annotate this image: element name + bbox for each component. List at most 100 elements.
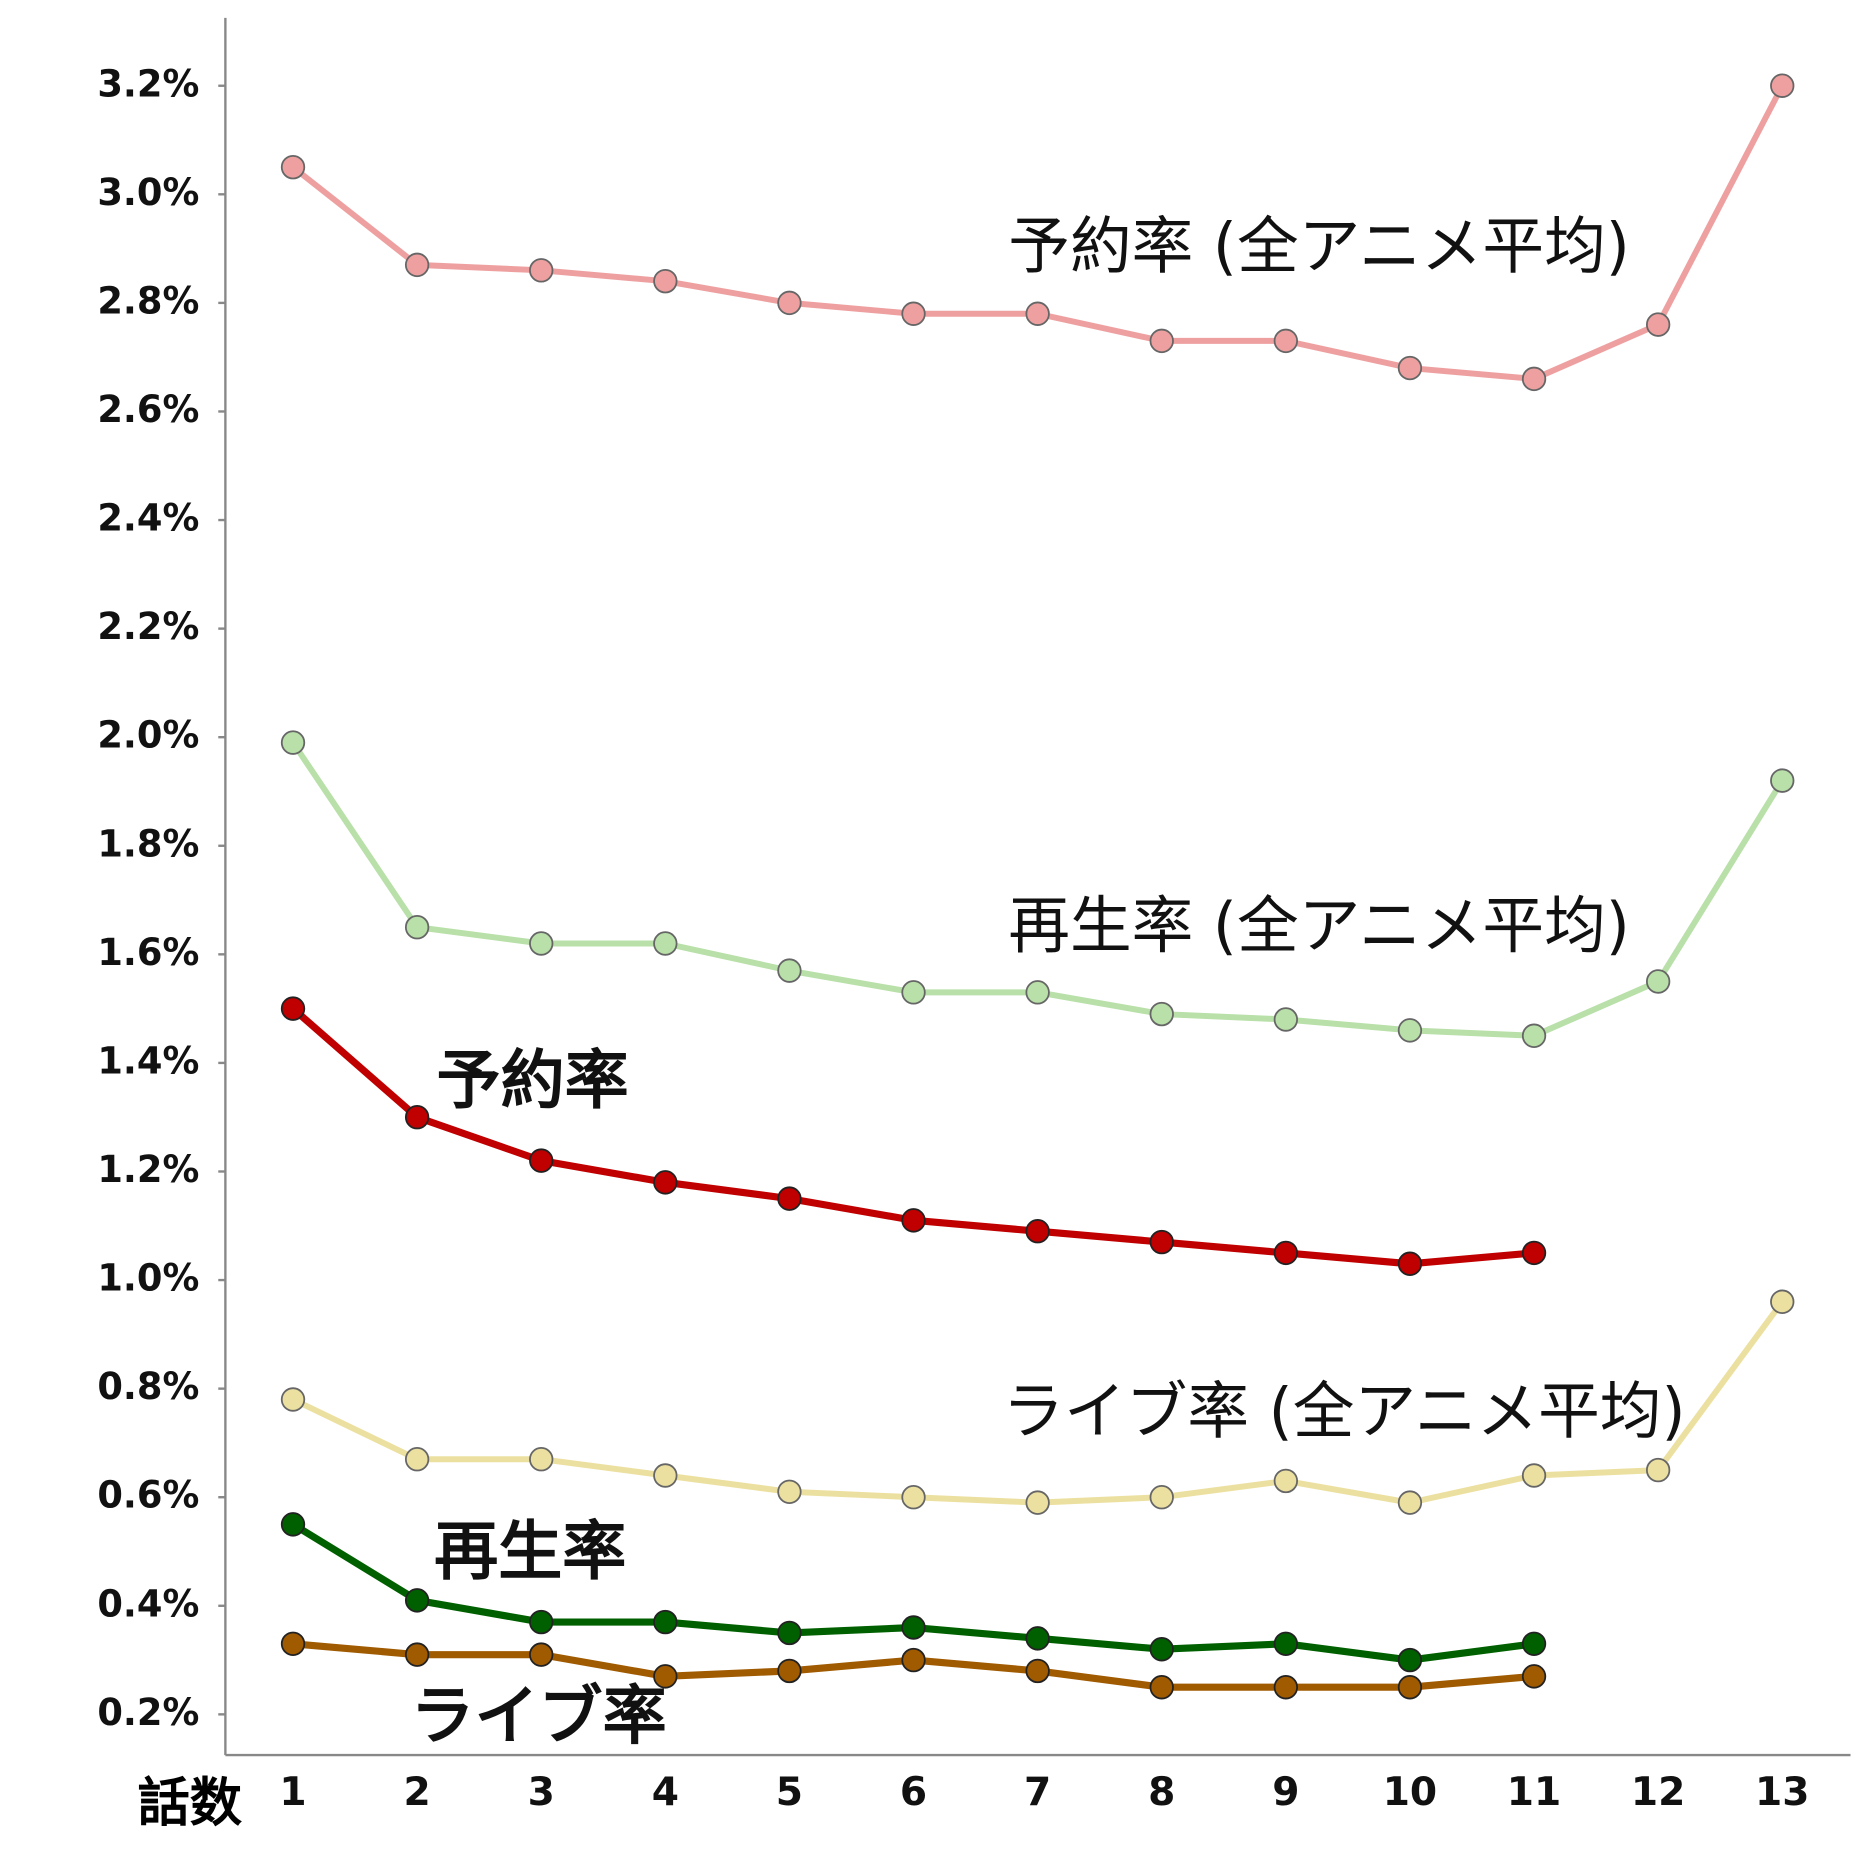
data-point [901, 1615, 926, 1640]
data-point [404, 1588, 430, 1613]
x-tick-label: 13 [1755, 1770, 1809, 1815]
y-tick-label: 0.6% [97, 1474, 199, 1517]
data-point [901, 1208, 926, 1233]
y-tick-label: 0.2% [97, 1691, 199, 1734]
y-tick-label: 0.4% [97, 1582, 199, 1625]
data-point [901, 1647, 926, 1673]
x-tick-label: 12 [1631, 1770, 1685, 1815]
data-point [1397, 355, 1423, 381]
data-point [1273, 1674, 1299, 1700]
x-tick-label: 11 [1507, 1770, 1561, 1815]
x-axis-label: 話数 [138, 1772, 243, 1833]
data-point [1397, 1251, 1423, 1276]
x-tick-label: 10 [1383, 1770, 1437, 1815]
data-point [404, 914, 430, 940]
y-tick-label: 1.4% [97, 1039, 199, 1082]
x-tick-label: 2 [404, 1770, 431, 1815]
y-tick-label: 0.8% [97, 1365, 199, 1408]
data-point [529, 931, 554, 956]
series-label: ライブ率 [410, 1679, 666, 1754]
data-point [901, 980, 926, 1005]
data-point [1397, 1647, 1423, 1673]
data-point [653, 1463, 678, 1488]
data-point [1770, 73, 1795, 98]
data-point [280, 1512, 306, 1537]
data-point [404, 1446, 430, 1472]
data-point [1770, 1289, 1795, 1314]
data-point [1521, 1631, 1547, 1657]
data-point [1025, 1658, 1050, 1684]
data-point [1645, 969, 1671, 994]
x-tick-label: 3 [528, 1770, 555, 1815]
y-tick-label: 2.4% [97, 496, 199, 539]
x-tick-label: 1 [279, 1770, 306, 1815]
y-tick-label: 3.0% [97, 171, 199, 214]
data-point [1025, 1218, 1050, 1244]
data-point [1521, 1463, 1547, 1488]
data-point [280, 1387, 306, 1412]
y-tick-label: 1.2% [97, 1148, 199, 1191]
data-point [1397, 1490, 1423, 1515]
series-label: 再生率 [434, 1514, 626, 1589]
data-point [901, 1484, 926, 1510]
y-tick-label: 2.6% [97, 388, 199, 431]
data-point [653, 1609, 678, 1635]
data-point [1273, 1468, 1299, 1494]
data-point [1149, 328, 1174, 354]
x-tick-label: 7 [1024, 1770, 1051, 1815]
data-point [901, 301, 926, 326]
data-point [1645, 1457, 1671, 1483]
data-point [1770, 768, 1795, 793]
y-tick-label: 2.2% [97, 605, 199, 648]
data-point [529, 1446, 554, 1472]
data-point [1273, 1631, 1299, 1657]
series-label: 予約率 (全アニメ平均) [1008, 210, 1630, 282]
data-point [1149, 1674, 1174, 1700]
data-point [1521, 366, 1547, 392]
data-point [777, 958, 802, 983]
y-tick-label: 3.2% [97, 62, 199, 105]
data-point [653, 931, 678, 956]
data-point [653, 1170, 678, 1195]
data-point [1521, 1240, 1547, 1266]
data-point [1397, 1674, 1423, 1700]
data-point [1025, 980, 1050, 1005]
series-label: 予約率 [437, 1043, 629, 1118]
x-tick-label: 5 [776, 1770, 803, 1815]
y-tick-label: 2.0% [97, 714, 199, 757]
x-tick-label: 9 [1272, 1770, 1299, 1815]
data-point [280, 996, 306, 1021]
data-point [529, 258, 554, 283]
data-point [1025, 1626, 1050, 1651]
data-point [777, 1186, 802, 1211]
series-label: 再生率 (全アニメ平均) [1008, 890, 1630, 962]
data-point [1273, 1240, 1299, 1266]
x-tick-label: 6 [900, 1770, 927, 1815]
data-point [1149, 1001, 1174, 1027]
data-point [1025, 301, 1050, 326]
data-point [1521, 1023, 1547, 1048]
data-point [777, 1479, 802, 1505]
data-point [404, 1104, 430, 1130]
data-point [280, 730, 306, 755]
y-tick-label: 1.0% [97, 1257, 199, 1300]
y-tick-label: 1.6% [97, 931, 199, 974]
data-point [280, 154, 306, 180]
data-point [1149, 1636, 1174, 1662]
data-point [280, 1631, 306, 1657]
data-point [404, 1642, 430, 1667]
y-tick-label: 1.8% [97, 822, 199, 865]
data-point [1273, 1007, 1299, 1032]
data-point [529, 1609, 554, 1635]
data-point [1025, 1490, 1050, 1515]
x-tick-label: 8 [1148, 1770, 1175, 1815]
data-point [529, 1148, 554, 1173]
series-label: ライブ率 (全アニメ平均) [1002, 1375, 1685, 1447]
data-point [1273, 328, 1299, 354]
data-point [1149, 1484, 1174, 1510]
data-point [653, 1664, 678, 1689]
data-point [1521, 1664, 1547, 1689]
data-point [1645, 312, 1671, 337]
y-tick-label: 2.8% [97, 279, 199, 322]
